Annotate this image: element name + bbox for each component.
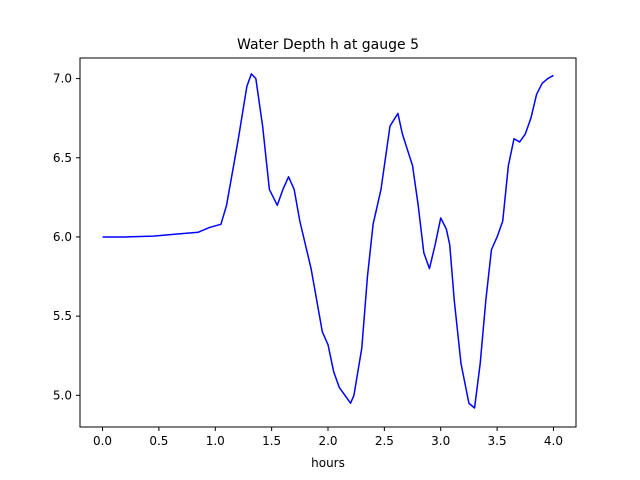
x-tick-label: 0.0 [93,434,112,448]
y-tick-label: 5.5 [53,309,72,323]
plot-area: 0.0 0.5 1.0 1.5 2.0 2.5 3.0 3.5 4.0 5.0 5.5 6.0 6.5 7… [53,57,577,448]
y-tick-label: 5.0 [53,388,72,402]
series-line-0 [102,73,554,409]
x-tick-label: 1.5 [262,434,281,448]
x-tick-label: 1.0 [206,434,225,448]
x-tick-label: 3.5 [488,434,507,448]
x-axis-label: hours [311,456,345,470]
chart-title: Water Depth h at gauge 5 [237,37,419,53]
y-tick-label: 6.5 [53,151,72,165]
x-tick-label: 3.0 [431,434,450,448]
y-tick-label: 6.0 [53,230,72,244]
x-tick-label: 0.5 [149,434,168,448]
x-tick-label: 4.0 [544,434,563,448]
x-tick-label: 2.5 [375,434,394,448]
y-tick-label: 7.0 [53,72,72,86]
x-tick-label: 2.0 [318,434,337,448]
